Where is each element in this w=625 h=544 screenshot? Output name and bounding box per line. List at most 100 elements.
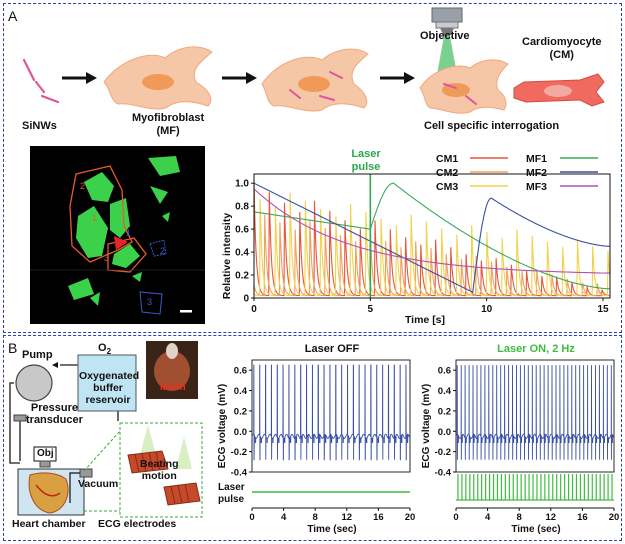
ecg-ytick-label: 0.0: [234, 427, 247, 438]
legend-label-mf3: MF3: [526, 181, 547, 193]
ecg-on-plot: 0.6 0.4 0.2 0.0 -0.2 -0.4 0 4 8 12 16 20: [435, 359, 619, 523]
chart-a-xlabel: Time [s]: [405, 314, 445, 326]
pump-icon: [15, 364, 53, 402]
beating-label-line2: motion: [141, 470, 177, 482]
objective-label: Objective: [420, 30, 470, 42]
legend-label-cm3: CM3: [436, 181, 458, 193]
chart-a-plot-area: [253, 174, 611, 298]
ecg-ytick-label: 0.4: [234, 386, 248, 397]
pressure-transducer-icon: [13, 414, 27, 422]
micrograph-label-mf1: 1: [92, 213, 98, 223]
scale-bar: [180, 310, 192, 313]
ecg-ytick-label: -0.2: [231, 447, 247, 458]
laser-pulse-label-line2: pulse: [352, 161, 381, 173]
vacuum-box: [79, 468, 93, 478]
buffer-label: Oxygenated buffer reservoir: [79, 370, 140, 406]
heart-chamber-label: Heart chamber: [12, 518, 86, 530]
ecg-xtick-label: 0: [453, 512, 458, 523]
ecg-ytick-label: 0.2: [438, 406, 451, 417]
ecg-xtick-label: 12: [546, 512, 557, 523]
chart-a-xtick-label: 15: [597, 304, 609, 315]
perfusion-schematic: [9, 341, 203, 518]
chart-a-ytick-label: 0: [243, 294, 249, 305]
ecg-ytick-label: 0.4: [438, 386, 452, 397]
micrograph-cells: [68, 156, 180, 306]
micrograph-label-cm3: 3: [147, 297, 153, 307]
mesh-label: Mesh: [160, 382, 186, 393]
buffer-label-line1: Oxygenated: [79, 370, 140, 382]
mesh-grid-2: [163, 482, 201, 506]
sinws-wires: [22, 58, 60, 104]
chart-a-frame: [253, 173, 611, 299]
cm-outline-3: [139, 291, 163, 315]
cardiomyocyte-label: Cardiomyocyte (CM): [522, 36, 601, 62]
cell-pointer-arrow: [114, 236, 128, 250]
relative-intensity-chart: 0 0.2 0.4 0.6 0.8 1.0 0 5 10 15 Relative intensit…: [221, 148, 611, 326]
ecg-laser-off-chart: Laser OFF ECG voltage (mV) Time (sec) La…: [217, 343, 415, 535]
myofibroblast-cell: [103, 46, 213, 110]
ecg-ytick-label: 0.2: [234, 406, 247, 417]
process-arrow-2: [222, 72, 257, 84]
objective-lens: [431, 7, 463, 36]
beating-motion-label: Beating motion: [140, 458, 179, 482]
ecg-laser-on-chart: Laser ON, 2 Hz ECG voltage (mV) Time (se…: [421, 343, 619, 535]
chart-a-axes: 0 0.2 0.4 0.6 0.8 1.0 0 5 10 15: [235, 173, 611, 315]
ecg-off-title: Laser OFF: [305, 343, 360, 355]
chart-a-xtick-label: 10: [481, 304, 493, 315]
ecg-xtick-label: 4: [281, 512, 287, 523]
ecg-ytick-label: -0.4: [435, 468, 452, 479]
buffer-label-line2: buffer: [93, 382, 123, 394]
laser-pulse-label-line1: Laser: [351, 148, 381, 160]
series-line-mf1: [253, 182, 610, 290]
chart-a-ytick-label: 0.2: [235, 271, 249, 282]
micrograph-label-cm2: 2: [160, 246, 166, 256]
panel-a: [3, 3, 622, 333]
ecg-on-xlabel: Time (sec): [511, 524, 560, 535]
mesh-grid-1: [127, 450, 169, 474]
o2-symbol: O: [98, 342, 107, 354]
legend-label-cm2: CM2: [436, 167, 458, 179]
ecg-xtick-label: 0: [249, 512, 254, 523]
sinws-label: SiNWs: [22, 120, 57, 132]
ecg-frame: [251, 359, 411, 473]
ecg-xtick-label: 12: [342, 512, 353, 523]
panel-a-schematic: [22, 7, 605, 114]
ecg-xtick-label: 8: [517, 512, 522, 523]
panel-b-letter: B: [8, 340, 18, 356]
legend-label-cm1: CM1: [436, 153, 458, 165]
buffer-label-line3: reservoir: [85, 394, 131, 406]
process-arrow-1: [62, 72, 97, 84]
ecg-off-ylabel: ECG voltage (mV): [217, 384, 228, 468]
interrogation-label: Cell specific interrogation: [424, 120, 560, 132]
ecg-on-title: Laser ON, 2 Hz: [497, 343, 575, 355]
series-line-cm2: [253, 214, 610, 297]
micrograph-label-cm1: 1: [126, 228, 132, 238]
ecg-ytick-label: 0.0: [438, 427, 451, 438]
chart-a-ytick-label: 0.8: [235, 202, 249, 213]
process-arrow-3: [380, 72, 415, 84]
chart-a-ytick-label: 1.0: [235, 179, 249, 190]
ecg-off-pulse-label-line1: Laser: [218, 482, 245, 493]
chart-a-ytick-label: 0.6: [235, 225, 249, 236]
myofibroblast-label: Myofibroblast (MF): [132, 112, 204, 138]
chart-a-ylabel: Relative intensity: [221, 213, 233, 300]
ecg-electrodes-label: ECG electrodes: [98, 518, 177, 530]
ecg-ytick-label: 0.6: [438, 366, 451, 377]
series-line-mf3: [253, 188, 611, 274]
o2-label: O2: [98, 342, 111, 356]
series-line-mf2: [253, 182, 610, 293]
panel-a-letter: A: [8, 8, 18, 24]
micrograph-label-mf2: 2: [80, 181, 86, 191]
buffer-reservoir: [77, 354, 137, 412]
ecg-xtick-label: 8: [313, 512, 318, 523]
pump-label: Pump: [22, 349, 53, 361]
fluorescence-micrograph: [30, 146, 205, 324]
cm-outline-2: [149, 239, 167, 257]
interrogated-cell: [419, 59, 509, 114]
pressure-transducer-label: Pressure transducer: [26, 402, 83, 426]
myofibroblast-label-line2: (MF): [156, 125, 180, 137]
ecg-ytick-label: 0.6: [234, 366, 247, 377]
ecg-off-pulse-label-line2: pulse: [218, 494, 245, 505]
ecg-ytick-label: -0.4: [231, 468, 248, 479]
mf-outline-1: [69, 165, 133, 263]
